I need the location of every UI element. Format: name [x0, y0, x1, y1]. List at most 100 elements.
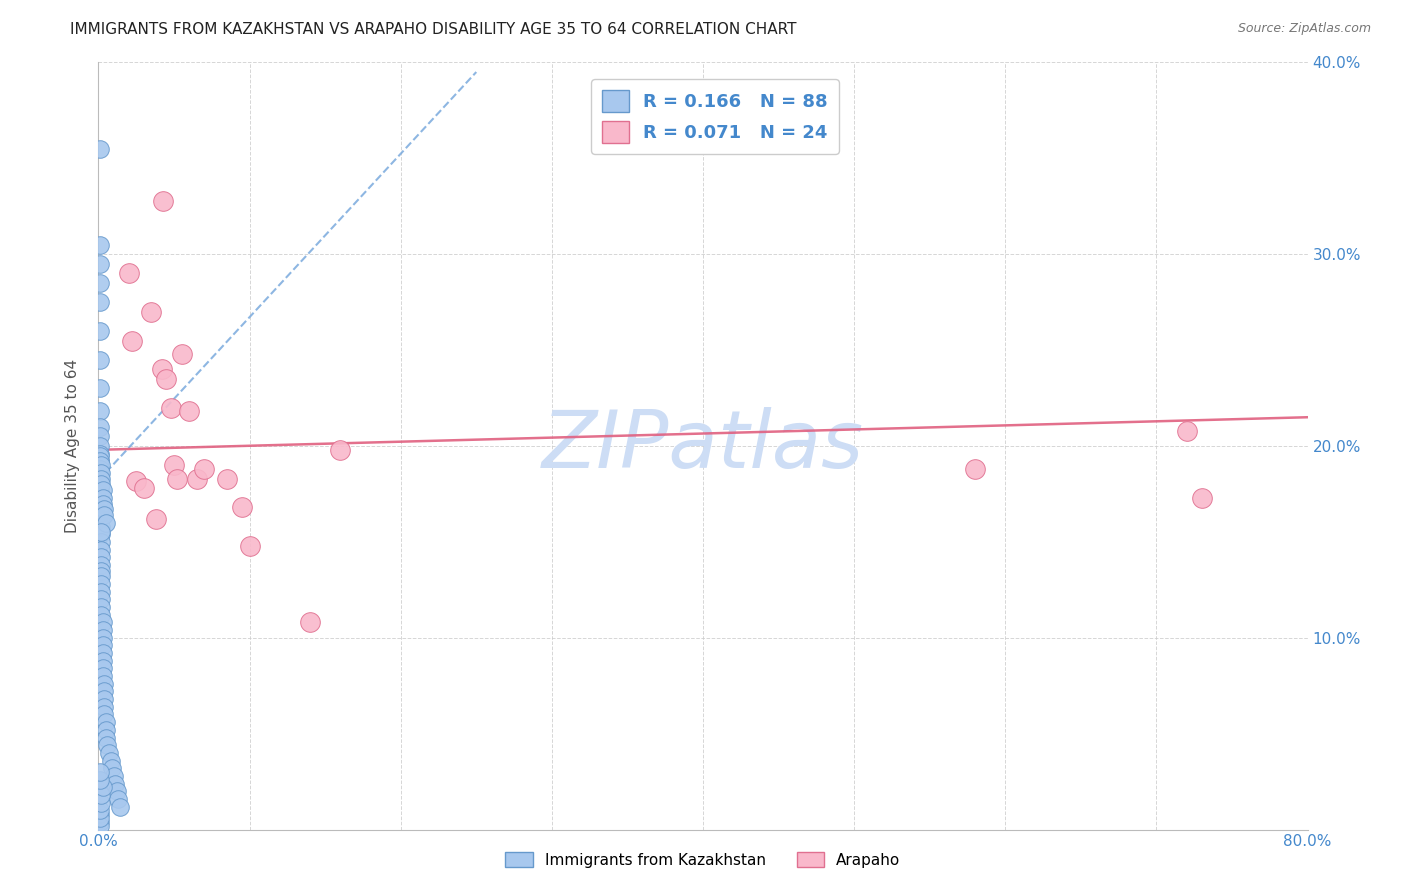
- Point: [90, 550, 112, 565]
- Point: [93, 707, 115, 722]
- Point: [107, 792, 129, 806]
- Text: IMMIGRANTS FROM KAZAKHSTAN VS ARAPAHO DISABILITY AGE 35 TO 64 CORRELATION CHART: IMMIGRANTS FROM KAZAKHSTAN VS ARAPAHO DI…: [70, 22, 797, 37]
- Point: [93, 684, 115, 698]
- Point: [89, 449, 111, 463]
- Point: [90, 558, 112, 572]
- Y-axis label: Disability Age 35 to 64: Disability Age 35 to 64: [65, 359, 80, 533]
- Point: [94, 516, 117, 530]
- Point: [89, 295, 111, 310]
- Point: [105, 784, 128, 798]
- Point: [89, 804, 111, 818]
- Point: [89, 429, 111, 443]
- Point: [89, 454, 111, 468]
- Point: [91, 669, 114, 683]
- Point: [96, 738, 118, 752]
- Point: [89, 447, 111, 461]
- Point: [89, 237, 111, 252]
- Point: [93, 508, 115, 522]
- Point: [89, 485, 111, 500]
- Point: [100, 754, 122, 768]
- Point: [1175, 424, 1198, 438]
- Point: [89, 481, 111, 495]
- Point: [90, 477, 112, 491]
- Point: [91, 496, 114, 510]
- Point: [186, 472, 208, 486]
- Legend: R = 0.166   N = 88, R = 0.071   N = 24: R = 0.166 N = 88, R = 0.071 N = 24: [591, 79, 839, 154]
- Point: [90, 788, 112, 802]
- Point: [152, 194, 174, 208]
- Point: [150, 362, 173, 376]
- Point: [90, 592, 112, 607]
- Point: [179, 404, 201, 418]
- Point: [90, 466, 112, 480]
- Point: [193, 462, 215, 476]
- Point: [89, 420, 111, 434]
- Point: [93, 502, 115, 516]
- Point: [108, 799, 131, 814]
- Point: [91, 654, 114, 668]
- Point: [89, 404, 111, 418]
- Point: [91, 483, 114, 497]
- Point: [91, 631, 114, 645]
- Point: [91, 646, 114, 660]
- Point: [104, 776, 127, 790]
- Point: [89, 814, 111, 829]
- Point: [132, 481, 155, 495]
- Point: [145, 512, 167, 526]
- Point: [170, 347, 193, 361]
- Point: [90, 607, 112, 622]
- Point: [89, 276, 111, 290]
- Point: [89, 462, 111, 476]
- Point: [91, 639, 114, 653]
- Point: [90, 458, 112, 473]
- Point: [89, 477, 111, 491]
- Point: [90, 584, 112, 599]
- Point: [94, 731, 117, 745]
- Point: [215, 472, 238, 486]
- Point: [89, 807, 111, 822]
- Point: [93, 677, 115, 691]
- Point: [89, 142, 111, 156]
- Point: [160, 401, 183, 415]
- Point: [90, 542, 112, 557]
- Point: [1191, 491, 1213, 505]
- Point: [231, 500, 253, 515]
- Point: [90, 577, 112, 591]
- Point: [93, 699, 115, 714]
- Point: [89, 492, 111, 507]
- Point: [91, 661, 114, 675]
- Point: [94, 715, 117, 730]
- Point: [90, 535, 112, 549]
- Point: [141, 305, 163, 319]
- Text: ZIPatlas: ZIPatlas: [541, 407, 865, 485]
- Point: [91, 623, 114, 637]
- Point: [965, 462, 987, 476]
- Point: [101, 761, 124, 775]
- Point: [155, 372, 177, 386]
- Point: [239, 539, 262, 553]
- Point: [93, 692, 115, 706]
- Point: [89, 257, 111, 271]
- Point: [90, 796, 112, 810]
- Point: [90, 600, 112, 615]
- Point: [89, 474, 111, 488]
- Point: [125, 474, 148, 488]
- Point: [89, 324, 111, 338]
- Point: [89, 819, 111, 833]
- Point: [90, 472, 112, 486]
- Point: [90, 506, 112, 520]
- Point: [118, 266, 141, 280]
- Point: [89, 765, 111, 780]
- Point: [163, 458, 186, 473]
- Point: [89, 487, 111, 501]
- Point: [90, 527, 112, 541]
- Point: [166, 472, 188, 486]
- Point: [89, 439, 111, 453]
- Point: [91, 615, 114, 630]
- Point: [89, 352, 111, 367]
- Point: [94, 723, 117, 737]
- Point: [90, 564, 112, 578]
- Point: [89, 469, 111, 483]
- Point: [90, 519, 112, 533]
- Point: [329, 442, 352, 457]
